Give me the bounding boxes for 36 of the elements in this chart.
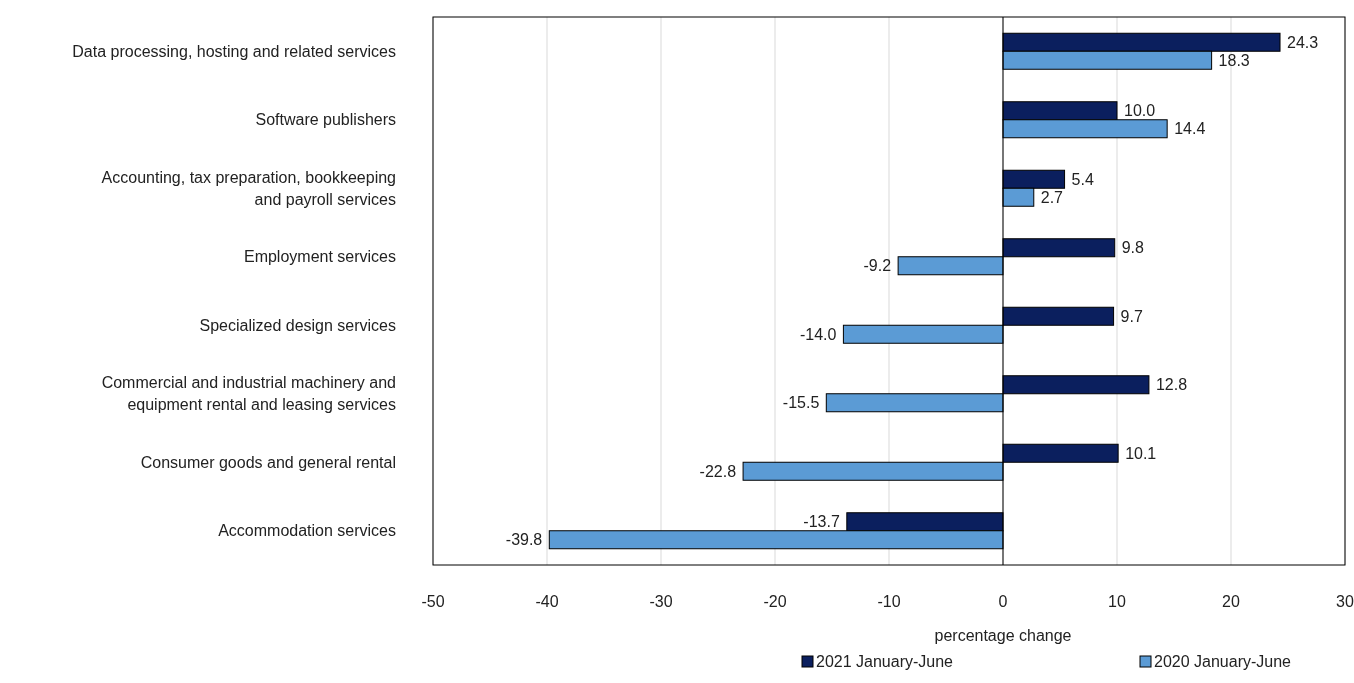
text: -14.0 bbox=[799, 325, 837, 343]
text: -9.2 bbox=[863, 257, 892, 275]
legend-label: 2020 January-June bbox=[1154, 653, 1292, 670]
y-tick-label: Accounting, tax preparation, bookkeeping and payroll services bbox=[101, 168, 396, 208]
x-tick-label: -20 bbox=[763, 593, 787, 610]
x-tick-label: -40 bbox=[535, 593, 559, 610]
text: 24.3 bbox=[1287, 33, 1319, 51]
text: -39.8 bbox=[505, 531, 543, 549]
x-tick-label: 30 bbox=[1336, 593, 1354, 610]
y-tick-label: Accommodation services bbox=[218, 522, 396, 540]
legend-label: 2021 January-June bbox=[816, 653, 954, 670]
y-tick-label: Software publishers bbox=[255, 111, 396, 129]
x-tick-label: 0 bbox=[998, 593, 1008, 610]
text: 10.0 bbox=[1124, 102, 1156, 120]
x-axis-title: percentage change bbox=[934, 627, 1072, 644]
text: 5.4 bbox=[1071, 170, 1094, 188]
x-tick-label: -10 bbox=[877, 593, 901, 610]
x-tick-label: -50 bbox=[421, 593, 445, 610]
text: 2.7 bbox=[1040, 188, 1064, 206]
text: 18.3 bbox=[1218, 51, 1250, 69]
text: -13.7 bbox=[803, 513, 840, 531]
y-tick-label: Data processing, hosting and related services bbox=[72, 42, 396, 60]
y-tick-label: Consumer goods and general rental bbox=[140, 453, 396, 471]
text: -15.5 bbox=[782, 394, 820, 412]
text: 10.1 bbox=[1125, 444, 1157, 462]
text: -22.8 bbox=[699, 462, 737, 480]
y-tick-label: Specialized design services bbox=[199, 316, 396, 334]
x-tick-label: 10 bbox=[1108, 593, 1126, 610]
y-tick-label: Commercial and industrial machinery and equipment rental and leasing services bbox=[101, 374, 396, 414]
y-tick-label: Employment services bbox=[243, 248, 396, 266]
x-tick-label: -30 bbox=[649, 593, 673, 610]
text: 9.8 bbox=[1121, 239, 1144, 257]
x-tick-label: 20 bbox=[1222, 593, 1240, 610]
text: 14.4 bbox=[1174, 120, 1206, 138]
text: 9.7 bbox=[1120, 307, 1143, 325]
text: 12.8 bbox=[1155, 376, 1188, 394]
